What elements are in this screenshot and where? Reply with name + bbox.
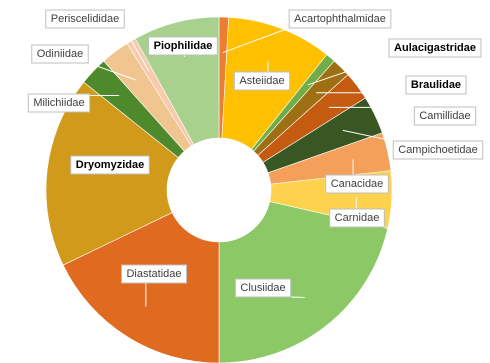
label-diastatidae: Diastatidae [120, 264, 188, 284]
label-box [120, 264, 188, 284]
leader-line-aulacigastridae [307, 56, 390, 86]
leader-line-acartophthalmidae [222, 27, 290, 54]
label-periscelididae: Periscelididae [45, 9, 125, 29]
label-dryomyzidae: Dryomyzidae [70, 155, 150, 175]
leader-line-clusiidae [290, 296, 305, 299]
label-piophilidae: Piophilidae [148, 36, 218, 56]
label-box [392, 140, 484, 160]
label-text: Braulidae [411, 79, 461, 91]
label-text: Milichiidae [33, 97, 84, 109]
label-box [329, 208, 385, 228]
label-text: Periscelididae [51, 13, 119, 25]
label-text: Campichoetidae [398, 144, 478, 156]
label-box [325, 174, 389, 194]
label-text: Carnidae [335, 212, 380, 224]
label-text: Piophilidae [154, 40, 213, 52]
label-box [27, 93, 91, 113]
label-text: Clusiidae [240, 282, 285, 294]
label-box [45, 9, 125, 29]
label-box [233, 71, 291, 91]
chart-labels: Acartophthalmidae Asteiidae Aulacigastrida… [27, 9, 484, 298]
label-text: Asteiidae [239, 75, 284, 87]
chart-slices [45, 16, 393, 363]
label-braulidae: Braulidae [405, 75, 467, 95]
label-canacidae: Canacidae [325, 174, 389, 194]
label-text: Camillidae [419, 110, 470, 122]
label-camillidae: Camillidae [413, 106, 477, 126]
label-box [234, 278, 292, 298]
label-clusiidae: Clusiidae [234, 278, 292, 298]
label-box [148, 36, 218, 56]
label-carnidae: Carnidae [329, 208, 385, 228]
label-aulacigastridae: Aulacigastridae [388, 38, 482, 58]
label-text: Dryomyzidae [76, 159, 144, 171]
label-box [405, 75, 467, 95]
label-acartophthalmidae: Acartophthalmidae [288, 9, 392, 29]
label-text: Diastatidae [126, 268, 181, 280]
label-asteiidae: Asteiidae [233, 71, 291, 91]
label-box [388, 38, 482, 58]
label-box [31, 44, 89, 64]
leader-line-campichoetidae [342, 129, 394, 142]
label-text: Canacidae [331, 178, 384, 190]
label-odiniidae: Odiniidae [31, 44, 89, 64]
label-text: Aulacigastridae [394, 42, 476, 54]
leader-line-periscelididae [123, 27, 150, 72]
leader-line-odiniidae [88, 62, 137, 81]
label-campichoetidae: Campichoetidae [392, 140, 484, 160]
label-box [288, 9, 392, 29]
label-leader-lines [81, 27, 415, 307]
label-box [413, 106, 477, 126]
label-milichiidae: Milichiidae [27, 93, 91, 113]
label-box [70, 155, 150, 175]
doughnut-hole [167, 138, 271, 242]
label-text: Acartophthalmidae [294, 13, 386, 25]
label-text: Odiniidae [37, 48, 83, 60]
